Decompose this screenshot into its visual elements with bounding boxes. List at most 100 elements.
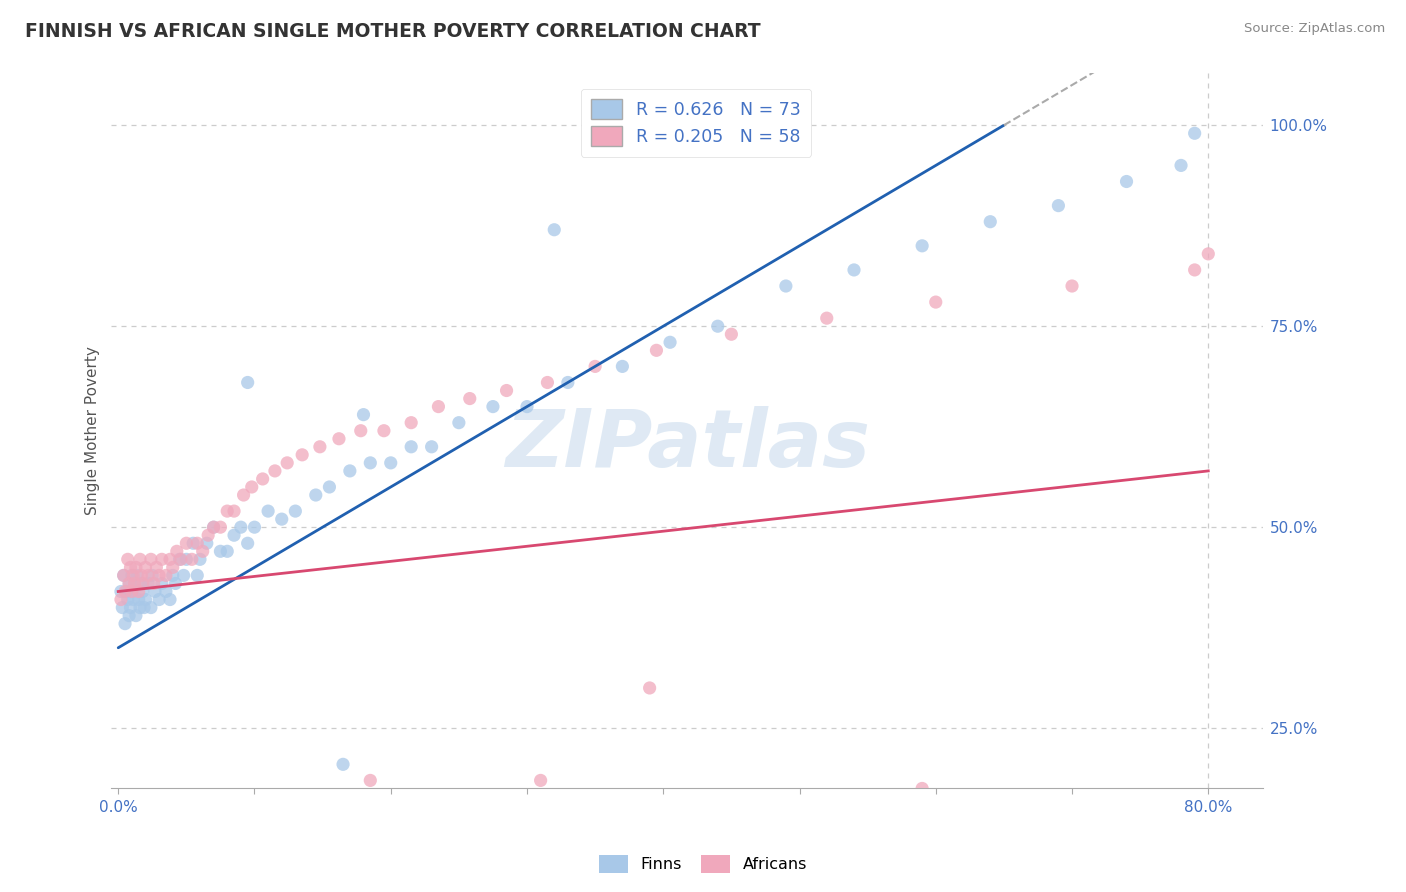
Point (447, 416, 470, 430)
Point (645, 343, 668, 358)
Point (222, 528, 245, 542)
Point (427, 400, 450, 414)
Text: FINNISH VS AFRICAN SINGLE MOTHER POVERTY CORRELATION CHART: FINNISH VS AFRICAN SINGLE MOTHER POVERTY… (25, 22, 761, 41)
Point (229, 520, 252, 534)
Point (815, 311, 838, 326)
Point (120, 600, 142, 615)
Point (291, 448, 314, 462)
Point (128, 584, 150, 599)
Y-axis label: Single Mother Poverty: Single Mother Poverty (86, 346, 100, 516)
Point (186, 536, 208, 550)
Point (139, 552, 162, 566)
Text: Source: ZipAtlas.com: Source: ZipAtlas.com (1244, 22, 1385, 36)
Point (1170, 158, 1192, 172)
Point (240, 480, 263, 494)
Point (339, 464, 361, 478)
Point (121, 584, 143, 599)
Point (557, 376, 579, 390)
Point (195, 536, 218, 550)
Point (191, 544, 214, 558)
Point (148, 592, 170, 607)
Point (380, 456, 402, 470)
Point (180, 552, 202, 566)
Point (543, 223, 565, 237)
Point (136, 576, 159, 591)
Point (209, 520, 232, 534)
Point (420, 440, 443, 454)
Point (209, 544, 232, 558)
Point (458, 392, 481, 406)
Point (112, 568, 135, 582)
Point (188, 552, 211, 566)
Point (114, 584, 136, 599)
Point (236, 376, 259, 390)
Point (186, 568, 208, 582)
Point (132, 584, 155, 599)
Point (139, 600, 162, 615)
Point (1115, 174, 1137, 188)
Point (217, 544, 239, 558)
Point (110, 592, 132, 607)
Point (162, 560, 184, 574)
Point (129, 552, 152, 566)
Point (118, 576, 141, 591)
Point (125, 608, 148, 623)
Point (115, 584, 138, 599)
Point (114, 616, 136, 631)
Point (243, 520, 266, 534)
Point (128, 592, 150, 607)
Point (181, 536, 204, 550)
Point (612, 359, 634, 374)
Point (202, 520, 225, 534)
Legend: R = 0.626   N = 73, R = 0.205   N = 58: R = 0.626 N = 73, R = 0.205 N = 58 (581, 89, 811, 157)
Point (842, 263, 865, 277)
Point (129, 600, 152, 615)
Point (284, 504, 307, 518)
Point (155, 568, 177, 582)
Point (222, 504, 245, 518)
Point (264, 464, 287, 478)
Point (112, 568, 135, 582)
Point (1060, 279, 1083, 293)
Point (121, 568, 143, 582)
Point (530, 773, 553, 788)
Point (706, 319, 728, 334)
Point (148, 568, 170, 582)
Point (176, 552, 198, 566)
Point (131, 576, 153, 591)
Point (1184, 126, 1206, 140)
Point (495, 384, 517, 398)
Point (1197, 247, 1219, 261)
Point (169, 552, 191, 566)
Point (1184, 263, 1206, 277)
Point (125, 560, 148, 574)
Point (122, 592, 145, 607)
Point (911, 781, 934, 796)
Legend: Finns, Africans: Finns, Africans (592, 848, 814, 880)
Point (399, 440, 422, 454)
Point (165, 576, 187, 591)
Point (373, 424, 395, 438)
Point (145, 560, 167, 574)
Point (399, 416, 422, 430)
Text: ZIPatlas: ZIPatlas (505, 406, 869, 484)
Point (979, 215, 1001, 229)
Point (159, 592, 181, 607)
Point (142, 576, 165, 591)
Point (359, 456, 381, 470)
Point (350, 424, 373, 438)
Point (124, 576, 146, 591)
Point (162, 568, 184, 582)
Point (775, 279, 797, 293)
Point (925, 295, 948, 310)
Point (176, 536, 198, 550)
Point (117, 552, 139, 566)
Point (638, 681, 661, 695)
Point (583, 359, 606, 374)
Point (305, 488, 328, 502)
Point (332, 757, 354, 772)
Point (276, 456, 298, 470)
Point (118, 608, 141, 623)
Point (309, 440, 332, 454)
Point (134, 592, 156, 607)
